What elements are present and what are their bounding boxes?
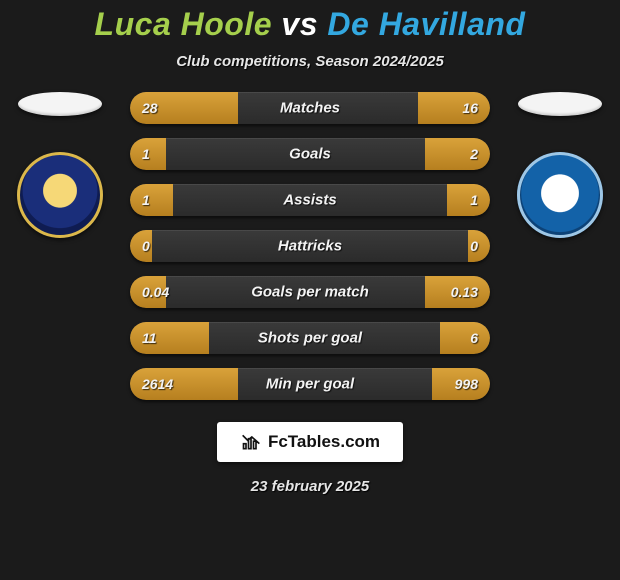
stat-fill-left [130, 184, 173, 216]
stat-label: Matches [280, 100, 340, 117]
stat-bars: 28 Matches 16 1 Goals 2 1 Assists 1 0 Hattricks 0 0.… [120, 92, 500, 400]
stat-fill-right [440, 322, 490, 354]
right-side [500, 92, 620, 238]
chart-icon [240, 431, 262, 453]
stat-row: 2614 Min per goal 998 [130, 368, 490, 400]
stat-row: 1 Assists 1 [130, 184, 490, 216]
left-side [0, 92, 120, 238]
stat-row: 0 Hattricks 0 [130, 230, 490, 262]
stat-label: Goals [289, 146, 331, 163]
stat-value-right: 0.13 [451, 284, 478, 300]
stat-value-right: 6 [470, 330, 478, 346]
stat-value-left: 11 [142, 330, 157, 346]
page: Luca Hoole vs De Havilland Club competit… [0, 0, 620, 580]
title-vs: vs [281, 6, 318, 42]
player1-club-crest [17, 152, 103, 238]
site-logo-text: FcTables.com [268, 432, 380, 452]
stat-label: Min per goal [266, 376, 354, 393]
stat-value-left: 0.04 [142, 284, 169, 300]
stat-value-left: 1 [142, 192, 150, 208]
stat-value-right: 998 [455, 376, 478, 392]
page-title: Luca Hoole vs De Havilland [0, 6, 620, 43]
stat-row: 11 Shots per goal 6 [130, 322, 490, 354]
player1-name: Luca Hoole [95, 6, 272, 42]
stat-fill-right [418, 92, 490, 124]
stat-label: Shots per goal [258, 330, 362, 347]
stat-value-right: 1 [470, 192, 478, 208]
stat-label: Hattricks [278, 238, 342, 255]
subtitle: Club competitions, Season 2024/2025 [0, 53, 620, 70]
stat-row: 0.04 Goals per match 0.13 [130, 276, 490, 308]
stat-fill-right [447, 184, 490, 216]
stat-row: 1 Goals 2 [130, 138, 490, 170]
comparison-panel: 28 Matches 16 1 Goals 2 1 Assists 1 0 Hattricks 0 0.… [0, 92, 620, 400]
stat-label: Assists [283, 192, 336, 209]
stat-value-left: 1 [142, 146, 150, 162]
player2-club-crest [517, 152, 603, 238]
stat-value-left: 0 [142, 238, 150, 254]
stat-value-right: 2 [470, 146, 478, 162]
site-logo[interactable]: FcTables.com [217, 422, 403, 462]
player2-flag [518, 92, 602, 116]
stat-label: Goals per match [251, 284, 369, 301]
stat-value-right: 16 [462, 100, 478, 116]
stat-value-left: 28 [142, 100, 158, 116]
date-label: 23 february 2025 [0, 478, 620, 495]
stat-value-right: 0 [470, 238, 478, 254]
stat-value-left: 2614 [142, 376, 173, 392]
player2-name: De Havilland [327, 6, 525, 42]
stat-row: 28 Matches 16 [130, 92, 490, 124]
player1-flag [18, 92, 102, 116]
stat-fill-right [425, 138, 490, 170]
